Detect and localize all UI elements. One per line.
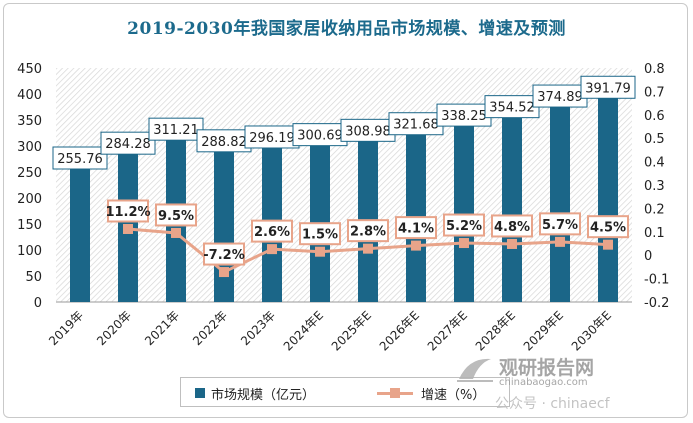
growth-value-label: 2.8% — [350, 225, 386, 240]
legend-line-label: 增速（%） — [421, 388, 486, 403]
y-left-tick-label: 350 — [17, 114, 42, 129]
y-left-tick-label: 200 — [17, 192, 42, 207]
growth-marker — [315, 246, 325, 257]
watermark-site: chinabaogao.com — [499, 377, 588, 388]
growth-label-box — [203, 242, 245, 266]
growth-label-box — [395, 216, 437, 240]
x-tick-label: 2023年 — [238, 308, 278, 348]
growth-marker — [555, 236, 565, 247]
y-left-tick-label: 100 — [17, 244, 42, 259]
growth-marker — [363, 243, 373, 254]
y-left-tick-label: 450 — [17, 62, 42, 77]
bar-label-box — [100, 131, 156, 155]
legend: 市场规模（亿元） 增速（%） — [180, 377, 510, 407]
growth-marker — [171, 227, 181, 238]
growth-label-box — [539, 212, 581, 236]
growth-marker — [459, 238, 469, 249]
growth-label-box — [347, 219, 389, 243]
growth-label-box — [155, 203, 197, 227]
y-right-tick-label: 0 — [644, 249, 652, 264]
y-right-tick-label: -0.2 — [644, 296, 669, 311]
growth-marker — [219, 267, 229, 278]
bar-value-label: 374.89 — [537, 90, 583, 105]
y-left-tick-label: 0 — [34, 296, 42, 311]
bar — [70, 169, 90, 302]
bar-value-label: 311.21 — [153, 123, 199, 138]
growth-value-label: 11.2% — [105, 205, 150, 220]
growth-marker — [123, 223, 133, 234]
chart-title: 2019-2030年我国家居收纳用品市场规模、增速及预测 — [127, 19, 566, 39]
growth-value-label: 5.7% — [542, 218, 578, 233]
watermark-account: 公众号 · chinaecf — [495, 396, 610, 412]
bar — [502, 117, 522, 302]
bar-value-label: 308.98 — [345, 124, 391, 139]
growth-value-label: 4.8% — [494, 220, 530, 235]
bar-label-box — [148, 117, 204, 141]
y-left-tick-label: 250 — [17, 166, 42, 181]
growth-value-label: 4.5% — [590, 221, 626, 236]
growth-marker — [603, 239, 613, 250]
bar-value-label: 321.68 — [393, 118, 439, 133]
growth-marker — [267, 244, 277, 255]
growth-label-box — [491, 214, 533, 238]
x-tick-label: 2025年E — [329, 308, 374, 353]
y-right-tick-label: 0.6 — [644, 109, 665, 124]
growth-label-box — [299, 222, 341, 246]
y-right-tick-label: 0.1 — [644, 226, 665, 241]
y-right-tick-label: 0.7 — [644, 85, 665, 100]
growth-label-box — [443, 213, 485, 237]
bar — [550, 107, 570, 303]
y-right-tick-label: 0.5 — [644, 132, 665, 147]
growth-value-label: -7.2% — [203, 248, 244, 263]
growth-label-box — [107, 199, 149, 223]
y-right-tick-label: 0.8 — [644, 62, 665, 77]
legend-bar-swatch — [195, 388, 205, 398]
legend-line-marker — [390, 388, 400, 398]
bar-value-label: 255.76 — [57, 152, 103, 167]
x-tick-label: 2019年 — [46, 308, 86, 348]
bar-label-box — [580, 75, 636, 99]
bar-value-label: 354.52 — [489, 101, 535, 116]
y-right-tick-label: -0.1 — [644, 273, 669, 288]
y-right-tick-label: 0.2 — [644, 202, 665, 217]
growth-value-label: 1.5% — [302, 228, 338, 243]
x-tick-label: 2024年E — [281, 308, 326, 353]
bar-value-label: 338.25 — [441, 109, 487, 124]
x-tick-label: 2020年 — [94, 308, 134, 348]
y-left-tick-label: 400 — [17, 88, 42, 103]
bar — [214, 151, 234, 302]
bar-value-label: 391.79 — [585, 81, 631, 96]
watermark: 观研报告网 chinabaogao.com 公众号 · chinaecf — [455, 345, 685, 415]
growth-marker — [411, 240, 421, 251]
bar-value-label: 300.69 — [297, 129, 343, 144]
growth-label-box — [251, 219, 293, 243]
growth-value-label: 9.5% — [158, 209, 194, 224]
bar-value-label: 296.19 — [249, 131, 295, 146]
x-tick-label: 2026年E — [377, 308, 422, 353]
growth-value-label: 4.1% — [398, 222, 434, 237]
y-right-tick-label: 0.3 — [644, 179, 665, 194]
growth-label-box — [587, 215, 629, 239]
growth-value-label: 5.2% — [446, 219, 482, 234]
bar-value-label: 288.82 — [201, 135, 247, 150]
bar-value-label: 284.28 — [105, 137, 151, 152]
y-left-tick-label: 150 — [17, 218, 42, 233]
brand-logo-icon — [457, 358, 493, 382]
bar — [598, 98, 618, 303]
x-tick-label: 2022年 — [190, 308, 230, 348]
y-left-tick-label: 300 — [17, 140, 42, 155]
x-tick-label: 2021年 — [142, 308, 182, 348]
growth-marker — [507, 238, 517, 249]
growth-value-label: 2.6% — [254, 225, 290, 240]
y-left-tick-label: 50 — [25, 270, 42, 285]
bar-label-box — [52, 146, 108, 170]
y-right-tick-label: 0.4 — [644, 156, 665, 171]
watermark-brand: 观研报告网 — [499, 357, 595, 379]
legend-bar-label: 市场规模（亿元） — [211, 388, 316, 403]
